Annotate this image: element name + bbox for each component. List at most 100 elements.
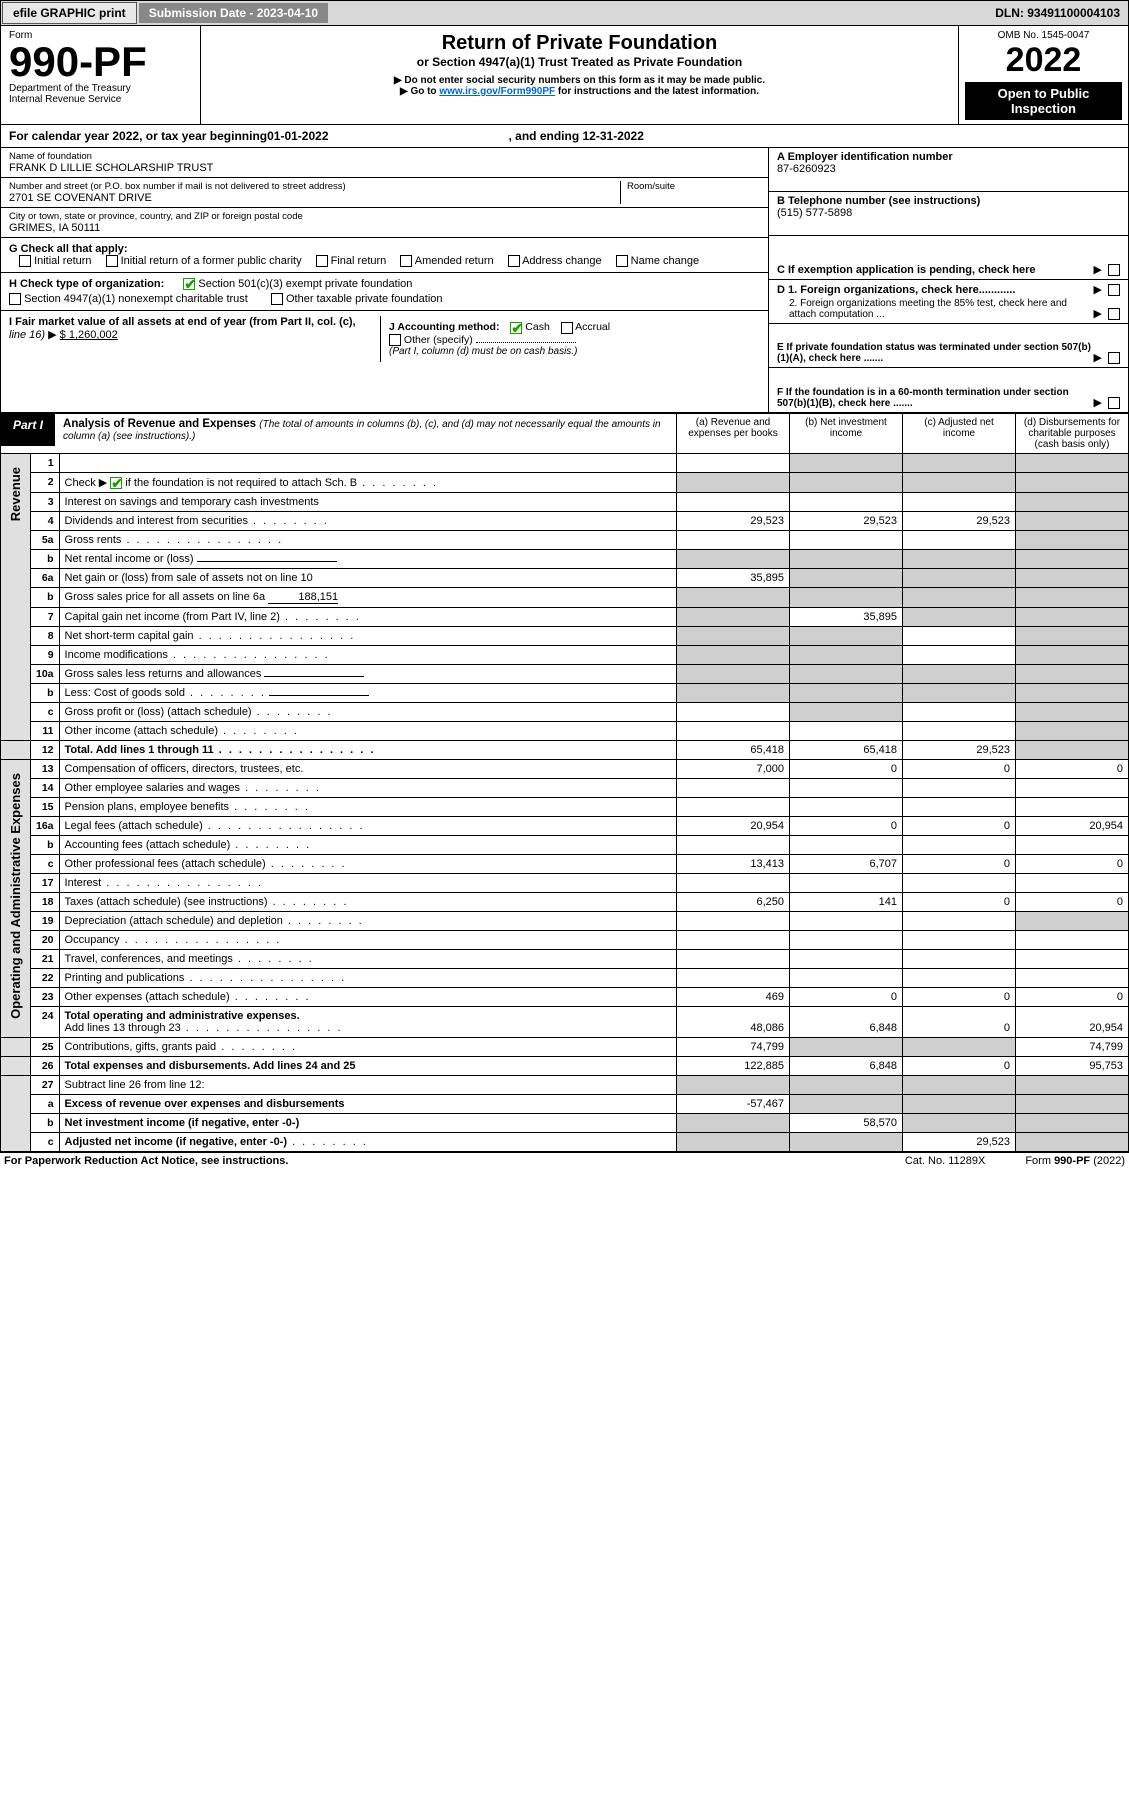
row-desc: Total expenses and disbursements. Add li…	[59, 1057, 676, 1076]
dept-label: Department of the Treasury	[9, 83, 192, 94]
j-opt-accrual[interactable]: Accrual	[561, 321, 610, 333]
ein-value: 87-6260923	[777, 163, 1120, 175]
c-checkbox[interactable]	[1108, 264, 1120, 276]
row-desc: Other income (attach schedule)	[59, 722, 676, 741]
topbar: efile GRAPHIC print Submission Date - 20…	[0, 0, 1129, 26]
d2-checkbox[interactable]	[1108, 308, 1120, 320]
cell-d: 0	[1016, 855, 1129, 874]
g-opt-address[interactable]: Address change	[508, 255, 602, 267]
row-desc: Compensation of officers, directors, tru…	[59, 760, 676, 779]
efile-print-button[interactable]: efile GRAPHIC print	[2, 2, 137, 24]
row-desc: Other professional fees (attach schedule…	[59, 855, 676, 874]
cell-d: 0	[1016, 893, 1129, 912]
row-desc: Dividends and interest from securities	[59, 512, 676, 531]
row-num: 13	[31, 760, 60, 779]
cell-a: 65,418	[677, 741, 790, 760]
row-num: b	[31, 588, 60, 608]
e-cell: E If private foundation status was termi…	[769, 324, 1128, 368]
row-desc: Printing and publications	[59, 969, 676, 988]
i-line16-label: line 16)	[9, 329, 45, 341]
footer: For Paperwork Reduction Act Notice, see …	[0, 1152, 1129, 1169]
table-row: b Net investment income (if negative, en…	[1, 1114, 1129, 1133]
arrow-icon: ▶	[1094, 351, 1102, 364]
row-desc: Gross profit or (loss) (attach schedule)	[59, 703, 676, 722]
f-checkbox[interactable]	[1108, 397, 1120, 409]
row-desc: Legal fees (attach schedule)	[59, 817, 676, 836]
arrow-icon: ▶	[48, 329, 56, 341]
row-desc: Income modifications	[59, 646, 676, 665]
r4-d: Dividends and interest from securities	[65, 515, 248, 527]
g-opt-initial-former[interactable]: Initial return of a former public charit…	[106, 255, 302, 267]
j-opt-cash[interactable]: Cash	[510, 321, 549, 333]
revenue-sidebar-label: Revenue	[6, 457, 25, 531]
g-opt-initial[interactable]: Initial return	[19, 255, 92, 267]
h-label: H Check type of organization:	[9, 278, 164, 290]
row-num: 10a	[31, 665, 60, 684]
g-opt-name[interactable]: Name change	[616, 255, 700, 267]
r2-post: if the foundation is not required to att…	[122, 477, 357, 489]
form-link[interactable]: www.irs.gov/Form990PF	[439, 86, 555, 97]
c-label: C If exemption application is pending, c…	[777, 264, 1094, 276]
footer-right: Form 990-PF (2022)	[1025, 1155, 1125, 1167]
city: GRIMES, IA 50111	[9, 222, 760, 234]
open-inspection-badge: Open to Public Inspection	[965, 82, 1122, 120]
sch-b-checkbox[interactable]	[110, 477, 122, 489]
cell-b: 29,523	[790, 512, 903, 531]
calyear-mid: , and ending	[509, 129, 583, 143]
e-checkbox[interactable]	[1108, 352, 1120, 364]
cell-b	[790, 454, 903, 473]
table-row: 12 Total. Add lines 1 through 11 65,418 …	[1, 741, 1129, 760]
d1-checkbox[interactable]	[1108, 284, 1120, 296]
g-opt-final[interactable]: Final return	[316, 255, 387, 267]
r5b-d: Net rental income or (loss)	[65, 553, 194, 565]
row-desc: Net investment income (if negative, ente…	[59, 1114, 676, 1133]
row-num: 24	[31, 1007, 60, 1038]
row-num: 2	[31, 473, 60, 493]
ein-label: A Employer identification number	[777, 151, 1120, 163]
calendar-year-row: For calendar year 2022, or tax year begi…	[0, 125, 1129, 148]
r27c-d: Adjusted net income (if negative, enter …	[65, 1136, 287, 1148]
row-desc: Total operating and administrative expen…	[59, 1007, 676, 1038]
table-row: 6a Net gain or (loss) from sale of asset…	[1, 569, 1129, 588]
row-num: 12	[31, 741, 60, 760]
g-opt-amended[interactable]: Amended return	[400, 255, 493, 267]
cell-c: 29,523	[903, 741, 1016, 760]
table-row: 21 Travel, conferences, and meetings	[1, 950, 1129, 969]
row-num: b	[31, 684, 60, 703]
cell-d	[1016, 454, 1129, 473]
r20-d: Occupancy	[65, 934, 120, 946]
table-row: Operating and Administrative Expenses 13…	[1, 760, 1129, 779]
h-opt-other-label: Other taxable private foundation	[286, 293, 443, 305]
f-label: F If the foundation is in a 60-month ter…	[777, 387, 1094, 409]
info-block: Name of foundation FRANK D LILLIE SCHOLA…	[0, 148, 1129, 413]
h-opt-other[interactable]: Other taxable private foundation	[271, 293, 443, 305]
table-row: 15 Pension plans, employee benefits	[1, 798, 1129, 817]
omb-label: OMB No. 1545-0047	[965, 30, 1122, 41]
i-label: I Fair market value of all assets at end…	[9, 316, 356, 328]
cell-a: 469	[677, 988, 790, 1007]
h-opt-4947[interactable]: Section 4947(a)(1) nonexempt charitable …	[9, 293, 248, 305]
row-desc: Net gain or (loss) from sale of assets n…	[59, 569, 676, 588]
r14-d: Other employee salaries and wages	[65, 782, 240, 794]
g-opt-initial-label: Initial return	[34, 255, 91, 267]
irs-label: Internal Revenue Service	[9, 94, 192, 105]
city-cell: City or town, state or province, country…	[1, 208, 768, 237]
r23-d: Other expenses (attach schedule)	[65, 991, 230, 1003]
h-opt-501c3[interactable]: Section 501(c)(3) exempt private foundat…	[183, 278, 412, 290]
table-row: 16a Legal fees (attach schedule) 20,954 …	[1, 817, 1129, 836]
table-row: a Excess of revenue over expenses and di…	[1, 1095, 1129, 1114]
row-num: c	[31, 703, 60, 722]
row-num: c	[31, 1133, 60, 1152]
note-goto-prefix: ▶ Go to	[400, 86, 439, 97]
table-row: 7 Capital gain net income (from Part IV,…	[1, 608, 1129, 627]
cell-a: 35,895	[677, 569, 790, 588]
j-opt-other[interactable]: Other (specify)	[389, 334, 473, 346]
r8-d: Net short-term capital gain	[65, 630, 194, 642]
cell-b: 35,895	[790, 608, 903, 627]
d2-label: 2. Foreign organizations meeting the 85%…	[777, 298, 1094, 320]
form-header: Form 990-PF Department of the Treasury I…	[0, 26, 1129, 125]
row-num: 21	[31, 950, 60, 969]
cell-a: -57,467	[677, 1095, 790, 1114]
h-opt-501c3-label: Section 501(c)(3) exempt private foundat…	[198, 278, 412, 290]
table-row: 20 Occupancy	[1, 931, 1129, 950]
